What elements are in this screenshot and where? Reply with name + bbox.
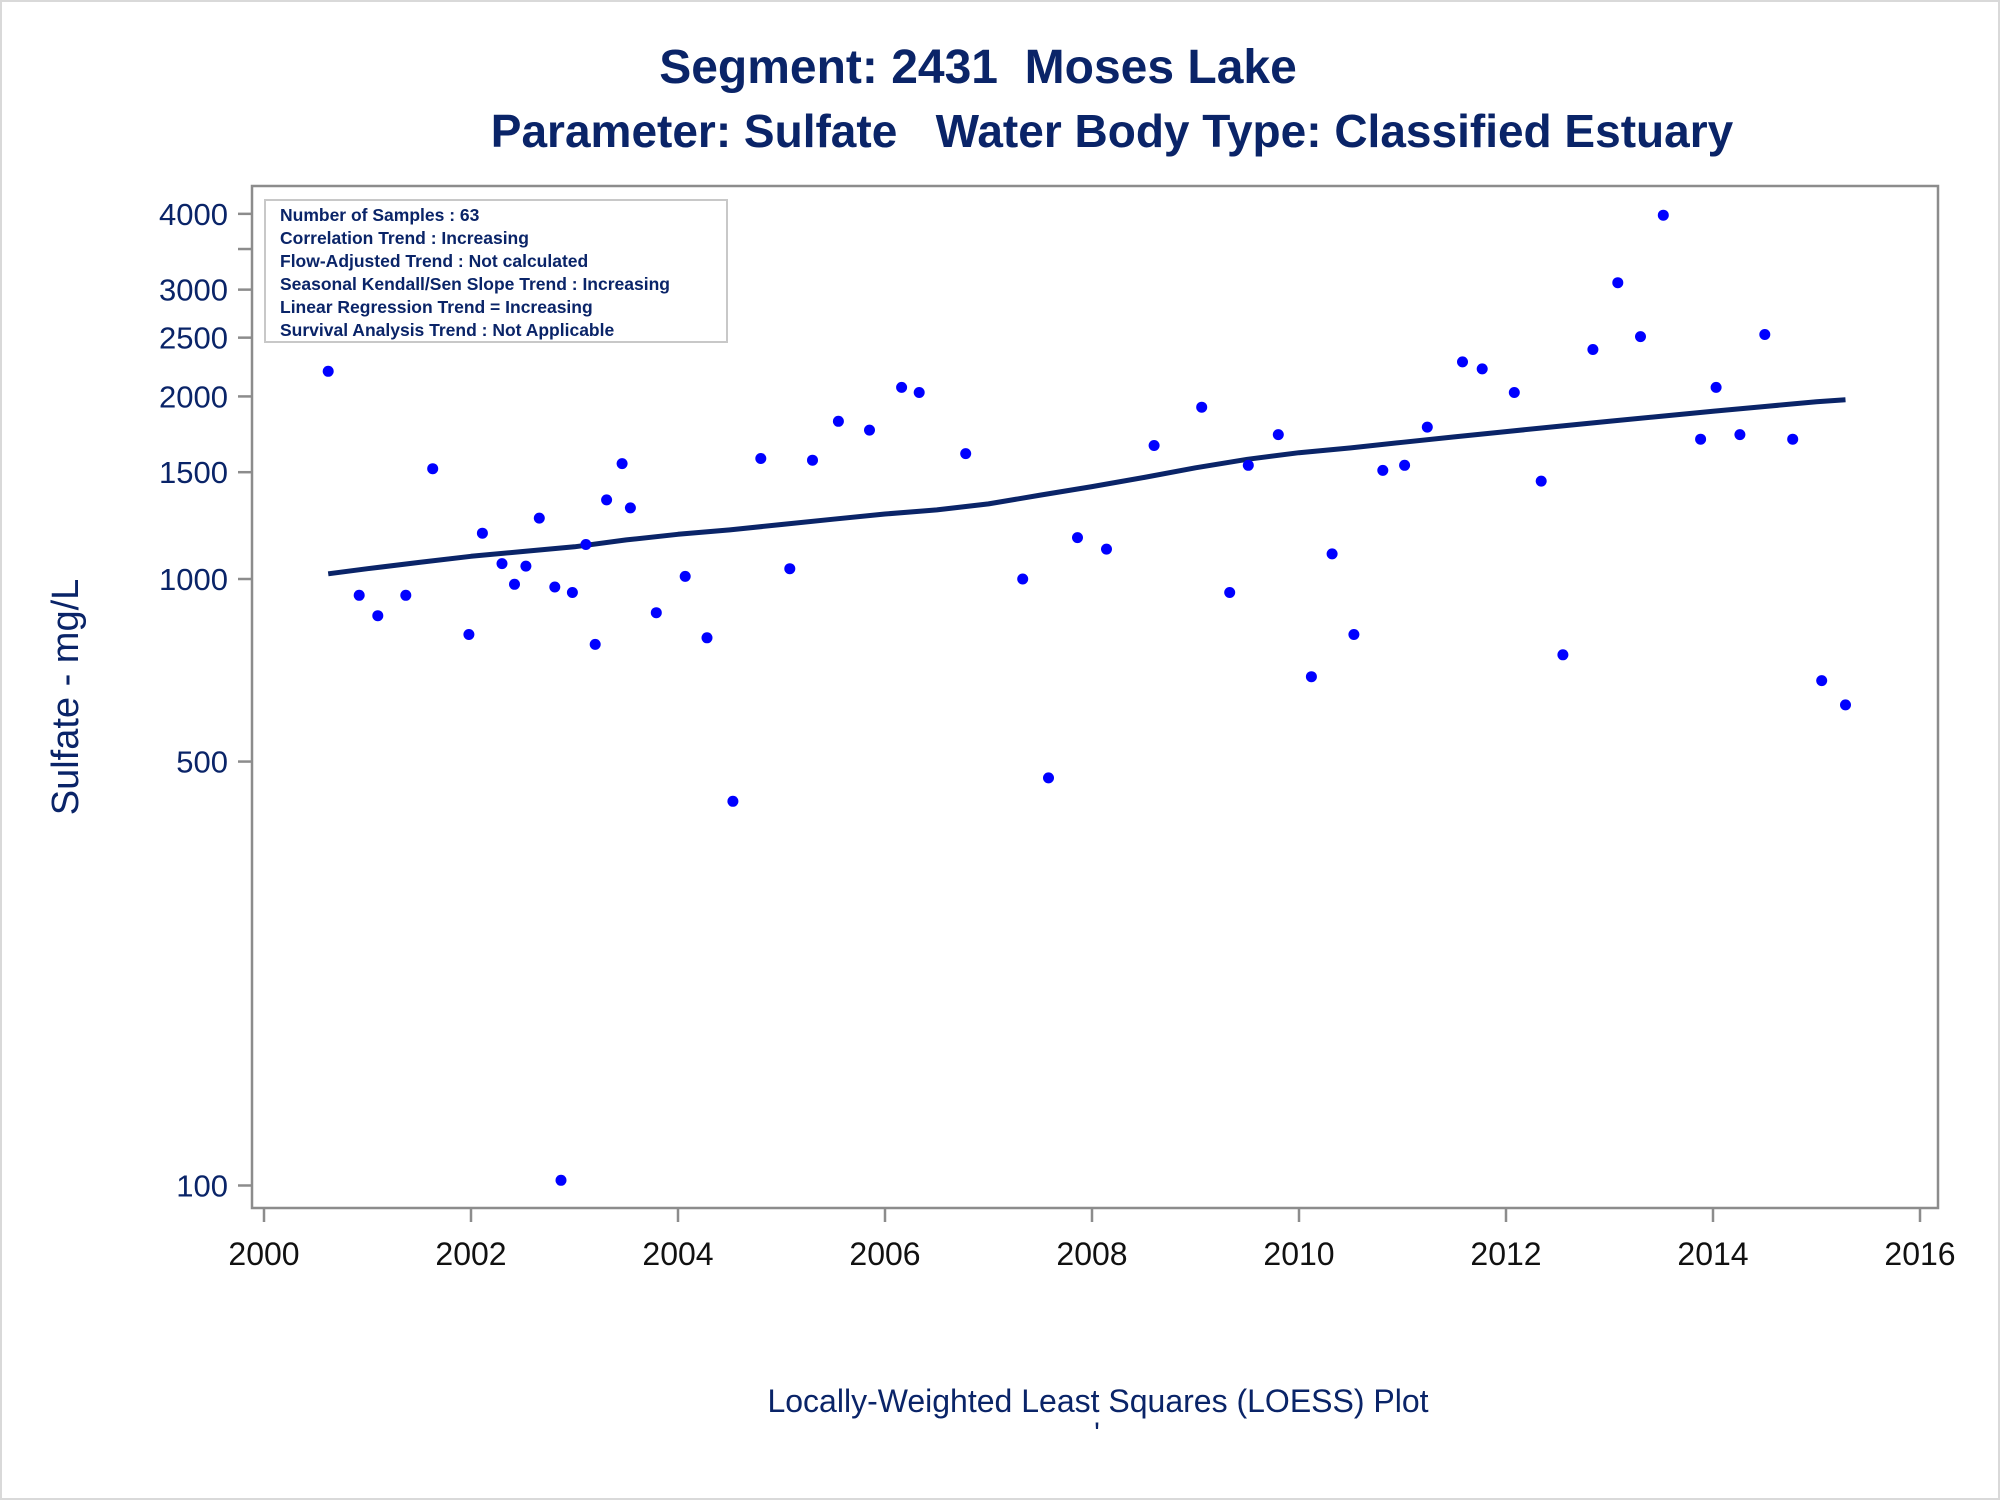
y-tick-label-2000: 2000 xyxy=(159,379,228,414)
info-line-linear-regression: Linear Regression Trend = Increasing xyxy=(280,297,593,317)
y-tick-label-500: 500 xyxy=(176,745,228,780)
info-line-samples: Number of Samples : 63 xyxy=(280,205,480,225)
data-point-36 xyxy=(1148,440,1160,451)
data-point-9 xyxy=(509,578,520,590)
data-point-58 xyxy=(1734,429,1746,441)
y-tick-label-4000: 4000 xyxy=(159,197,228,232)
trend-line-path xyxy=(327,397,1846,577)
chart-subtitle: Parameter: Sulfate Water Body Type: Clas… xyxy=(491,105,1734,157)
data-point-57 xyxy=(1710,381,1722,393)
data-point-27 xyxy=(832,415,844,427)
data-point-34 xyxy=(1072,532,1083,544)
chart-footnote: Locally-Weighted Least Squares (LOESS) P… xyxy=(767,1383,1428,1419)
info-box-border xyxy=(264,199,728,343)
info-line-seasonal-kendall: Seasonal Kendall/Sen Slope Trend : Incre… xyxy=(280,274,670,294)
x-tick-label-2010: 2010 xyxy=(1263,1236,1334,1272)
data-point-30 xyxy=(913,387,925,398)
data-point-33 xyxy=(1043,772,1054,784)
data-point-25 xyxy=(784,563,796,575)
data-point-56 xyxy=(1695,433,1707,445)
y-tick-label-3000: 3000 xyxy=(159,273,228,308)
x-tick-label-2012: 2012 xyxy=(1470,1236,1541,1272)
info-box: Number of Samples : 63 Correlation Trend… xyxy=(264,199,728,343)
data-point-8 xyxy=(496,558,508,570)
x-tick-label-2014: 2014 xyxy=(1677,1236,1748,1272)
data-point-3 xyxy=(372,610,384,622)
data-point-29 xyxy=(896,381,908,393)
y-tick-label-1000: 1000 xyxy=(159,562,228,597)
loess-trend-line xyxy=(327,397,1846,577)
data-point-59 xyxy=(1759,329,1771,340)
data-point-32 xyxy=(1017,573,1029,585)
data-point-44 xyxy=(1377,464,1389,476)
data-point-53 xyxy=(1612,277,1624,289)
data-point-48 xyxy=(1476,363,1488,375)
data-point-40 xyxy=(1272,429,1284,441)
data-point-28 xyxy=(864,424,875,436)
data-point-61 xyxy=(1816,675,1828,687)
data-point-51 xyxy=(1557,649,1569,661)
data-point-41 xyxy=(1305,671,1317,683)
y-tick-label-1500: 1500 xyxy=(159,455,228,490)
data-point-38 xyxy=(1224,587,1236,598)
data-point-47 xyxy=(1457,356,1468,368)
data-point-20 xyxy=(650,607,662,619)
data-point-17 xyxy=(601,494,613,506)
data-point-37 xyxy=(1196,401,1208,413)
data-point-10 xyxy=(520,560,532,572)
data-point-52 xyxy=(1587,344,1599,355)
y-axis-label: Sulfate - mg/L xyxy=(45,579,87,816)
y-tick-label-2500: 2500 xyxy=(159,321,228,356)
data-point-49 xyxy=(1508,387,1520,398)
x-tick-label-2004: 2004 xyxy=(642,1236,713,1272)
data-point-43 xyxy=(1348,629,1360,640)
chart-title: Segment: 2431 Moses Lake xyxy=(659,41,1297,94)
data-point-35 xyxy=(1101,543,1112,555)
x-axis: 2000 2002 2004 2006 2008 2010 2012 2014 2016 xyxy=(228,1208,1956,1272)
chart-footnote-mark: ' xyxy=(1094,1417,1100,1450)
data-point-55 xyxy=(1657,209,1669,221)
info-line-correlation: Correlation Trend : Increasing xyxy=(280,228,529,248)
info-line-survival-analysis: Survival Analysis Trend : Not Applicable xyxy=(280,320,614,340)
x-tick-label-2016: 2016 xyxy=(1884,1236,1955,1272)
x-tick-label-2006: 2006 xyxy=(849,1236,920,1272)
data-point-2 xyxy=(353,589,365,601)
data-point-26 xyxy=(807,454,818,466)
x-tick-label-2008: 2008 xyxy=(1056,1236,1127,1272)
data-point-18 xyxy=(616,458,628,470)
y-tick-label-100: 100 xyxy=(176,1168,228,1203)
data-point-7 xyxy=(476,527,488,539)
plot-area xyxy=(250,184,1940,1210)
data-point-5 xyxy=(427,463,439,475)
data-point-1 xyxy=(322,365,334,377)
data-point-39 xyxy=(1242,459,1254,471)
data-point-54 xyxy=(1635,331,1646,343)
data-point-4 xyxy=(400,589,412,601)
data-point-50 xyxy=(1535,475,1547,487)
info-line-flow-adjusted: Flow-Adjusted Trend : Not calculated xyxy=(280,251,588,271)
sample-points xyxy=(322,209,1851,1186)
x-tick-label-2000: 2000 xyxy=(228,1236,299,1272)
data-point-24 xyxy=(755,453,767,464)
data-point-11 xyxy=(533,512,545,524)
data-point-19 xyxy=(624,502,636,514)
data-point-42 xyxy=(1326,548,1338,560)
x-tick-label-2002: 2002 xyxy=(435,1236,506,1272)
data-point-14 xyxy=(566,587,578,598)
data-point-13 xyxy=(555,1174,567,1186)
data-point-46 xyxy=(1421,421,1433,433)
data-point-12 xyxy=(549,581,561,593)
data-point-15 xyxy=(580,539,592,550)
data-point-21 xyxy=(679,570,691,582)
data-point-6 xyxy=(463,629,475,640)
data-point-23 xyxy=(727,795,739,807)
data-point-31 xyxy=(960,448,972,460)
data-point-22 xyxy=(701,632,713,644)
data-point-62 xyxy=(1840,699,1851,711)
y-axis: 100 500 1000 1500 2000 2500 3000 4000 xyxy=(159,197,252,1203)
data-point-45 xyxy=(1399,459,1411,471)
data-point-60 xyxy=(1787,433,1799,445)
data-point-16 xyxy=(589,638,601,650)
